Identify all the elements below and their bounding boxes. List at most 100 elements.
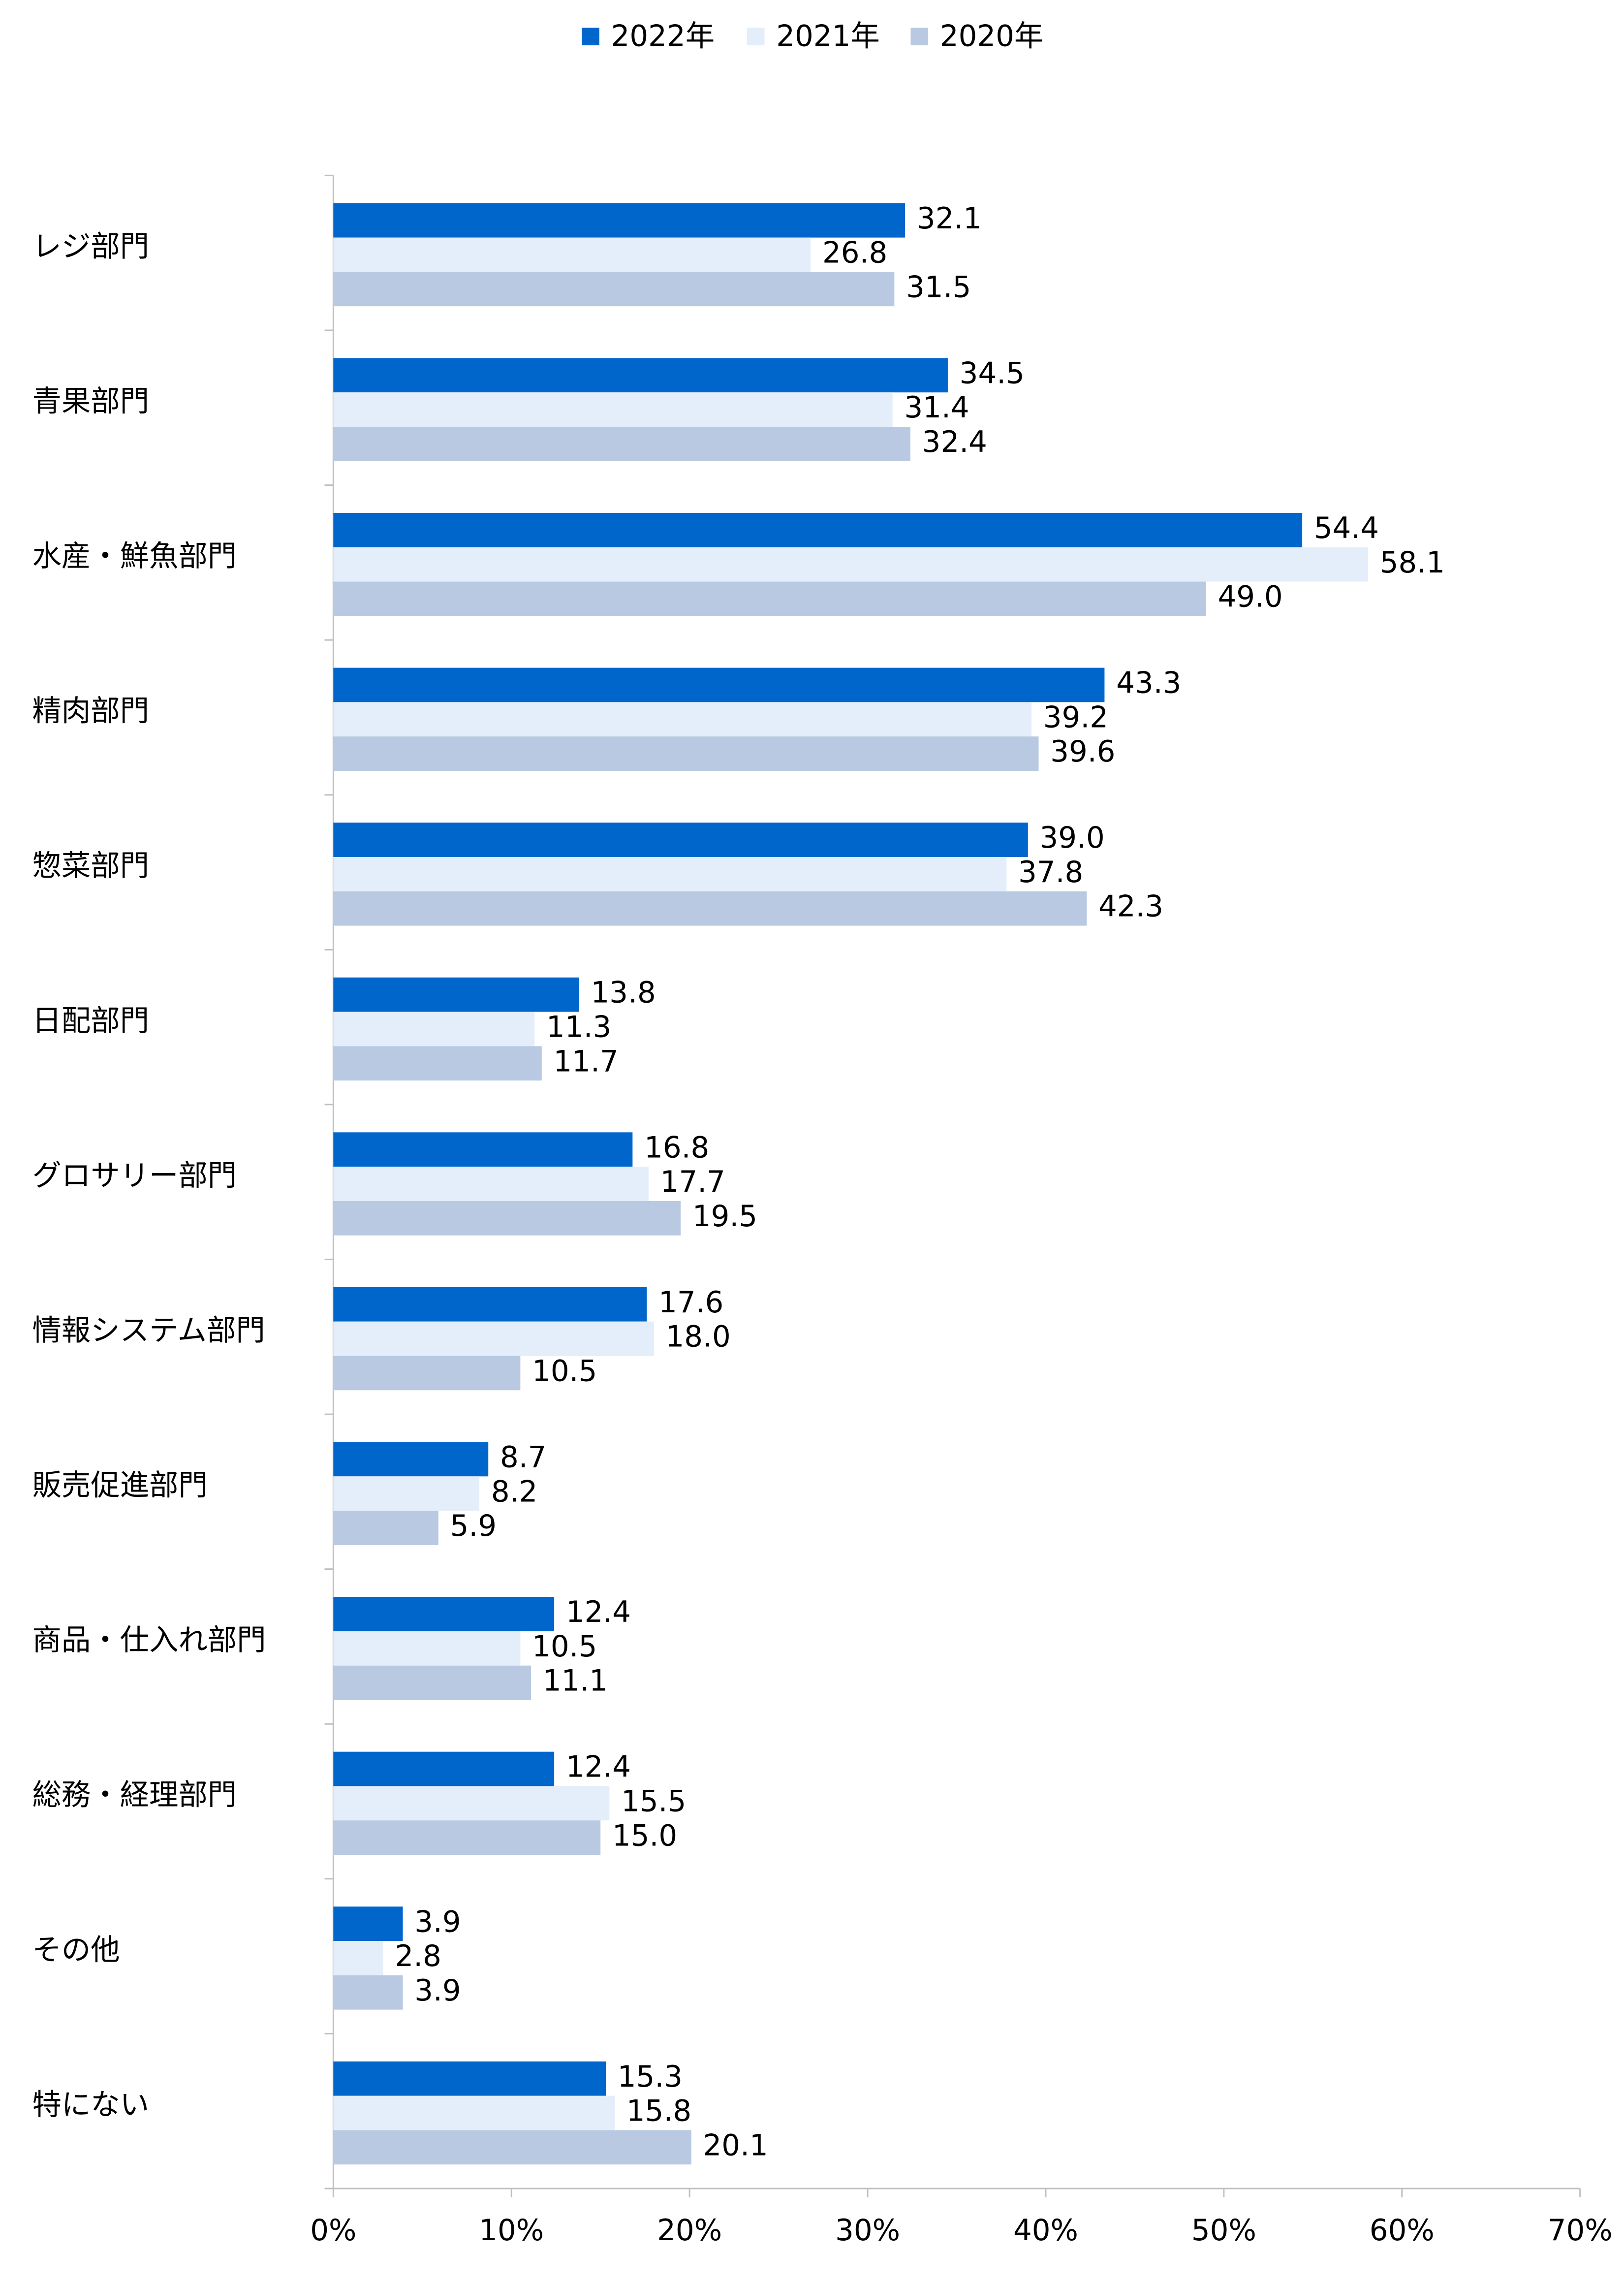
x-tick-label: 70% <box>1548 2214 1613 2248</box>
value-label: 49.0 <box>1218 580 1282 614</box>
bar <box>333 891 1087 926</box>
bar <box>333 1012 535 1047</box>
legend-label: 2020年 <box>940 19 1043 53</box>
bar <box>333 392 893 427</box>
value-label: 15.0 <box>612 1819 677 1853</box>
value-label: 32.1 <box>917 202 982 236</box>
x-tick-label: 50% <box>1191 2214 1256 2248</box>
category-label: グロサリー部門 <box>32 1159 237 1193</box>
value-label: 3.9 <box>414 1905 461 1939</box>
bar <box>333 702 1032 737</box>
bar <box>333 823 1028 857</box>
x-tick-label: 20% <box>657 2214 722 2248</box>
x-tick-label: 40% <box>1013 2214 1078 2248</box>
bar <box>333 1287 647 1322</box>
category-label: 水産・鮮魚部門 <box>32 540 237 573</box>
bar <box>333 426 910 461</box>
value-label: 11.1 <box>543 1664 608 1698</box>
value-label: 43.3 <box>1116 666 1181 700</box>
bar <box>333 547 1369 582</box>
value-label: 11.3 <box>546 1011 611 1045</box>
value-label: 58.1 <box>1380 546 1445 580</box>
legend-swatch <box>910 28 929 46</box>
value-label: 34.5 <box>960 356 1025 390</box>
value-label: 8.2 <box>491 1475 537 1509</box>
value-label: 19.5 <box>692 1200 757 1234</box>
value-label: 54.4 <box>1314 511 1379 545</box>
bar <box>333 2095 615 2130</box>
legend-swatch <box>747 28 765 46</box>
value-label: 13.8 <box>591 976 656 1010</box>
value-label: 10.5 <box>532 1630 597 1664</box>
x-tick-label: 60% <box>1370 2214 1435 2248</box>
bar <box>333 1476 480 1511</box>
value-label: 12.4 <box>566 1595 631 1629</box>
value-label: 8.7 <box>500 1440 546 1474</box>
bar <box>333 1132 633 1167</box>
bar <box>333 1201 681 1236</box>
category-label: その他 <box>32 1933 120 1967</box>
bar <box>333 977 579 1012</box>
category-label: 情報システム部門 <box>32 1314 265 1348</box>
value-label: 32.4 <box>922 425 987 459</box>
bar <box>333 1356 521 1391</box>
bar <box>333 1665 531 1700</box>
legend-swatch <box>582 28 599 46</box>
category-label: 惣菜部門 <box>32 849 150 883</box>
value-label: 15.3 <box>618 2060 683 2094</box>
category-label: 総務・経理部門 <box>32 1778 237 1812</box>
bar <box>333 736 1039 771</box>
bar <box>333 1167 649 1201</box>
value-label: 3.9 <box>414 1974 461 2008</box>
value-label: 15.5 <box>621 1784 686 1818</box>
bar <box>333 203 906 238</box>
bar <box>333 1906 403 1941</box>
bar <box>333 1321 654 1356</box>
value-label: 2.8 <box>395 1939 441 1973</box>
value-label: 42.3 <box>1098 890 1163 924</box>
bar <box>333 1820 601 1855</box>
bar <box>333 2061 606 2096</box>
bar <box>333 1046 542 1081</box>
value-label: 39.6 <box>1050 735 1115 769</box>
value-label: 39.2 <box>1043 700 1108 734</box>
bar <box>333 2130 691 2165</box>
bar <box>333 857 1007 891</box>
bar <box>333 1442 489 1477</box>
value-label: 31.5 <box>906 270 971 304</box>
bar <box>333 358 948 393</box>
category-label: 商品・仕入れ部門 <box>32 1623 266 1657</box>
bar <box>333 1631 521 1666</box>
value-label: 20.1 <box>703 2128 768 2162</box>
category-label: 青果部門 <box>32 384 150 418</box>
x-tick-label: 0% <box>310 2214 356 2248</box>
category-label: レジ部門 <box>32 230 150 264</box>
category-label: 特にない <box>32 2088 150 2122</box>
value-label: 39.0 <box>1040 821 1105 855</box>
bar <box>333 1786 610 1821</box>
category-label: 日配部門 <box>32 1004 150 1038</box>
legend-label: 2022年 <box>611 19 715 53</box>
bar <box>333 272 895 307</box>
value-label: 10.5 <box>532 1355 597 1389</box>
bar <box>333 1975 403 2010</box>
value-label: 26.8 <box>822 236 887 270</box>
bar <box>333 667 1105 702</box>
value-label: 15.8 <box>626 2095 691 2128</box>
bar <box>333 1941 383 1975</box>
bar <box>333 1751 555 1786</box>
value-label: 37.8 <box>1018 856 1083 889</box>
value-label: 18.0 <box>666 1320 731 1354</box>
value-label: 17.6 <box>658 1286 723 1320</box>
bar <box>333 237 811 272</box>
bar <box>333 1597 555 1631</box>
value-label: 5.9 <box>450 1509 497 1543</box>
category-label: 販売促進部門 <box>32 1469 208 1503</box>
category-label: 精肉部門 <box>32 695 150 729</box>
value-label: 11.7 <box>554 1045 619 1079</box>
legend-label: 2021年 <box>776 19 879 53</box>
bar <box>333 581 1206 616</box>
bar <box>333 1511 438 1545</box>
value-label: 16.8 <box>644 1131 709 1165</box>
